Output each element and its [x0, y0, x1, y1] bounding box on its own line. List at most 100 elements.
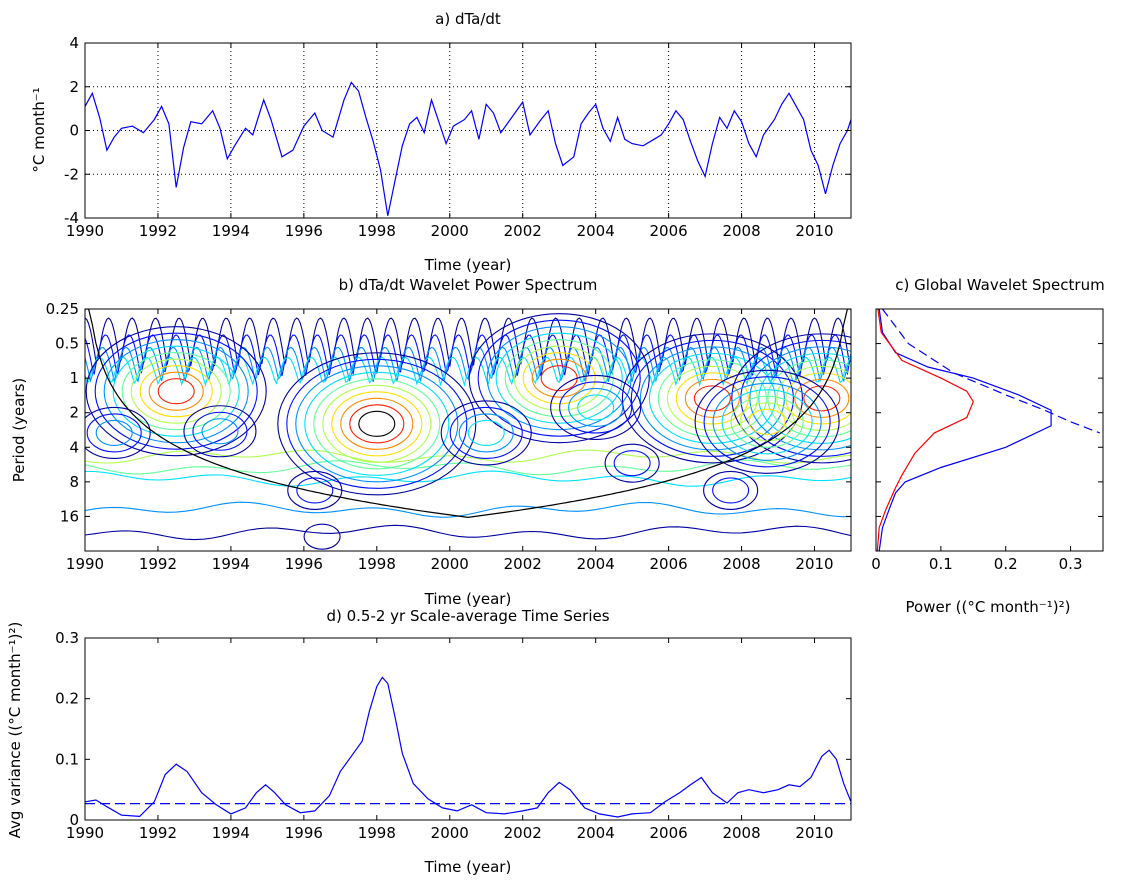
- panel-b-x-ticks: 1990 1992 1994 1996 1998 2000 2002 2004 2006 2008…: [66, 309, 834, 573]
- panel-a-grid: [85, 43, 851, 218]
- panel-a-title: a) dTa/dt: [435, 10, 501, 28]
- panel-b-x-tick-label: 2006: [650, 555, 688, 573]
- panel-b-contour-blob: [358, 410, 396, 437]
- panel-b-contour-blob: [666, 365, 758, 431]
- panel-d-x-tick-label: 2004: [577, 824, 615, 842]
- panel-a-x-tick-label: 1998: [358, 222, 396, 240]
- panel-a-x-tick-label: 2002: [504, 222, 542, 240]
- panel-d-y-tick-label: 0: [69, 811, 79, 829]
- panel-d-y-tick-label: 0.1: [55, 750, 79, 768]
- panel-b-coi-line: [85, 309, 851, 519]
- panel-b-contour-blob: [730, 395, 804, 448]
- panel-b-contour-blob: [303, 523, 341, 550]
- panel-b-contour-blob: [296, 477, 334, 504]
- panel-b-contour-band: [85, 459, 851, 476]
- panel-b-x-tick-label: 1998: [358, 555, 396, 573]
- panel-c-x-tick-label: 0.3: [1059, 555, 1083, 573]
- panel-b-contour-blob: [468, 313, 650, 444]
- panel-d-y-tick-label: 0.3: [55, 629, 79, 647]
- panel-b-wavelet-power: b) dTa/dt Wavelet Power Spectrum 1990 199…: [10, 276, 852, 608]
- panel-b-contour-blob: [121, 352, 231, 431]
- panel-b-contour-blob: [740, 339, 851, 457]
- panel-d-title: d) 0.5-2 yr Scale-average Time Series: [326, 607, 609, 625]
- panel-b-contour-blob: [183, 405, 257, 458]
- panel-b-contour-blob: [739, 402, 795, 442]
- panel-b-contour-blob: [295, 365, 459, 483]
- panel-c-title: c) Global Wavelet Spectrum: [895, 276, 1104, 294]
- panel-b-contour-blob: [192, 411, 248, 451]
- panel-b-x-tick-label: 1990: [66, 555, 104, 573]
- panel-b-contour-spiky: [85, 317, 851, 367]
- panel-b-contour-blob: [157, 378, 195, 405]
- panel-c-x-ticks: 0 0.1 0.2 0.3: [871, 308, 1103, 573]
- panel-c-series-line: [878, 309, 1052, 551]
- panel-b-contour-blob: [630, 339, 794, 457]
- panel-b-contour-blob: [712, 382, 822, 461]
- panel-b-x-tick-label: 1996: [285, 555, 323, 573]
- panel-d-x-tick-label: 2006: [650, 824, 688, 842]
- panel-b-contours: [85, 313, 851, 550]
- panel-a-timeseries: a) dTa/dt 1990 1992 1994 1996 1998 2000 2002 20…: [30, 10, 852, 274]
- panel-b-contour-blob: [349, 404, 405, 444]
- panel-b-x-tick-label: 2002: [504, 555, 542, 573]
- panel-a-x-tick-label: 1990: [66, 222, 104, 240]
- panel-b-contour-blob: [486, 326, 632, 431]
- panel-b-contour-band: [85, 449, 851, 464]
- panel-b-contour-blob: [577, 394, 615, 421]
- panel-c-x-label: Power ((°C month⁻¹)²): [906, 598, 1071, 616]
- panel-a-y-tick-label: 2: [69, 78, 79, 96]
- panel-b-contour-blob: [693, 385, 731, 412]
- panel-b-contour-blob: [767, 359, 851, 438]
- panel-c-global-spectrum: c) Global Wavelet Spectrum 0 0.1 0.2 0.3 Po…: [871, 276, 1104, 616]
- panel-b-contour-blob: [559, 381, 633, 434]
- panel-a-y-tick-label: 4: [69, 34, 79, 52]
- panel-b-contour-blob: [94, 332, 258, 450]
- panel-b-contour-blob: [675, 372, 749, 425]
- panel-d-series: [85, 676, 851, 818]
- panel-b-contour-blob: [513, 345, 605, 411]
- panel-a-axes-box: [84, 42, 852, 219]
- panel-b-contour-blob: [322, 384, 432, 463]
- panel-b-contour-blob: [613, 450, 651, 477]
- panel-a-x-tick-label: 2010: [795, 222, 833, 240]
- panel-b-contour-blob: [703, 470, 759, 510]
- panel-d-x-tick-label: 1992: [139, 824, 177, 842]
- panel-b-contour-blob: [712, 477, 750, 504]
- panel-a-x-tick-label: 2006: [650, 222, 688, 240]
- panel-b-contour-blob: [657, 359, 767, 438]
- panel-d-x-tick-label: 1994: [212, 824, 250, 842]
- panel-b-contour-blob: [458, 413, 514, 453]
- panel-c-series: [876, 309, 1101, 551]
- panel-b-y-tick-label: 4: [69, 438, 79, 456]
- panel-b-x-tick-label: 2000: [431, 555, 469, 573]
- panel-b-contour-blob: [85, 406, 151, 459]
- panel-a-x-tick-label: 2000: [431, 222, 469, 240]
- panel-d-axes-box: [84, 637, 852, 821]
- panel-b-contour-blob: [130, 358, 222, 424]
- panel-b-contour-blob: [440, 400, 532, 466]
- panel-b-contour-blob: [550, 374, 642, 441]
- panel-b-y-tick-label: 1: [69, 369, 79, 387]
- panel-b-x-tick-label: 2010: [795, 555, 833, 573]
- panel-b-contour-blob: [201, 418, 239, 445]
- panel-b-contour-blob: [684, 378, 740, 418]
- panel-d-y-tick-label: 0.2: [55, 690, 79, 708]
- panel-b-contour-blob: [748, 408, 786, 435]
- panel-b-contour-blob: [277, 352, 477, 496]
- panel-b-contour-blob: [749, 346, 851, 451]
- panel-b-contour-blob: [531, 358, 587, 398]
- panel-b-contour-blob: [776, 365, 851, 431]
- panel-d-x-tick-label: 1996: [285, 824, 323, 842]
- panel-b-x-label: Time (year): [424, 590, 512, 608]
- panel-b-y-ticks: 0.25 0.5 1 2 4 8 16: [46, 300, 851, 525]
- panel-b-contour-blob: [103, 339, 249, 444]
- panel-a-y-tick-label: 0: [69, 122, 79, 140]
- panel-b-y-tick-label: 0.25: [46, 300, 79, 318]
- panel-d-scale-average: d) 0.5-2 yr Scale-average Time Series 19…: [6, 607, 852, 876]
- panel-d-y-label: Avg variance ((°C month⁻¹)²): [6, 622, 24, 839]
- panel-c-series-line: [882, 309, 1101, 434]
- panel-b-contour-blob: [522, 352, 596, 405]
- panel-b-contour-blob: [639, 346, 785, 451]
